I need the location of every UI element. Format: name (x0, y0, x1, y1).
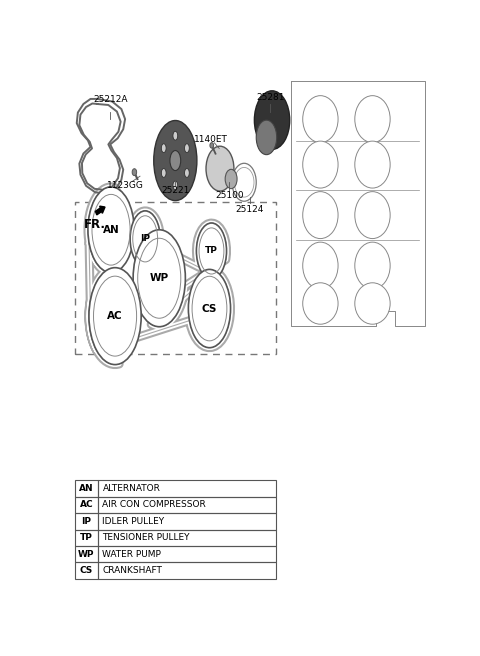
Ellipse shape (355, 242, 390, 289)
Ellipse shape (303, 141, 338, 188)
Ellipse shape (303, 96, 338, 142)
Text: 1123GG: 1123GG (107, 181, 144, 190)
Text: AN: AN (79, 484, 94, 493)
Bar (98, 562, 276, 579)
Text: AC: AC (107, 311, 123, 321)
Ellipse shape (184, 144, 189, 153)
Text: AN: AN (103, 225, 120, 235)
Bar (75, 480, 98, 497)
Text: WP: WP (78, 550, 95, 559)
Text: IP: IP (140, 234, 150, 243)
Bar (98, 480, 276, 497)
Text: WATER PUMP: WATER PUMP (102, 550, 161, 559)
Text: 25100: 25100 (215, 192, 243, 200)
Bar (75, 529, 98, 546)
Ellipse shape (170, 150, 180, 171)
Ellipse shape (210, 142, 214, 148)
Text: AIR CON COMPRESSOR: AIR CON COMPRESSOR (102, 501, 206, 510)
Ellipse shape (154, 121, 197, 201)
Text: CS: CS (202, 304, 217, 314)
Ellipse shape (254, 91, 290, 150)
Text: IP: IP (82, 517, 91, 526)
Text: 25124: 25124 (236, 205, 264, 214)
FancyArrow shape (96, 206, 105, 215)
Text: 25212A: 25212A (93, 95, 128, 104)
Ellipse shape (88, 187, 134, 273)
Ellipse shape (225, 169, 237, 189)
Ellipse shape (133, 230, 185, 327)
Text: 1140ET: 1140ET (194, 135, 228, 144)
Ellipse shape (196, 223, 227, 279)
Text: 25281: 25281 (256, 93, 285, 102)
Ellipse shape (303, 283, 338, 324)
Ellipse shape (130, 211, 160, 267)
Ellipse shape (188, 270, 230, 348)
Bar (98, 546, 276, 562)
Ellipse shape (161, 144, 166, 153)
Text: AC: AC (80, 501, 93, 510)
Bar (75, 562, 98, 579)
Ellipse shape (355, 192, 390, 239)
Ellipse shape (184, 169, 189, 177)
Ellipse shape (132, 169, 137, 176)
Bar (98, 513, 276, 529)
Text: CRANKSHAFT: CRANKSHAFT (102, 566, 162, 575)
Ellipse shape (256, 120, 276, 155)
Ellipse shape (173, 181, 178, 190)
Ellipse shape (232, 163, 256, 201)
Text: 25221: 25221 (161, 186, 190, 195)
Text: ALTERNATOR: ALTERNATOR (102, 484, 160, 493)
Text: FR.: FR. (84, 218, 106, 231)
Text: TP: TP (80, 533, 93, 543)
Bar (75, 203, 276, 354)
Ellipse shape (303, 192, 338, 239)
Bar (98, 497, 276, 513)
Ellipse shape (303, 242, 338, 289)
Ellipse shape (173, 131, 178, 140)
Ellipse shape (89, 268, 141, 365)
Text: IDLER PULLEY: IDLER PULLEY (102, 517, 165, 526)
Ellipse shape (355, 283, 390, 324)
Bar (75, 513, 98, 529)
Bar (75, 497, 98, 513)
Ellipse shape (355, 141, 390, 188)
Text: WP: WP (150, 274, 169, 283)
Ellipse shape (206, 146, 234, 191)
Bar (98, 529, 276, 546)
Text: TP: TP (205, 247, 218, 255)
Bar (75, 546, 98, 562)
Text: CS: CS (80, 566, 93, 575)
Ellipse shape (161, 169, 166, 177)
Text: TENSIONER PULLEY: TENSIONER PULLEY (102, 533, 190, 543)
Ellipse shape (355, 96, 390, 142)
